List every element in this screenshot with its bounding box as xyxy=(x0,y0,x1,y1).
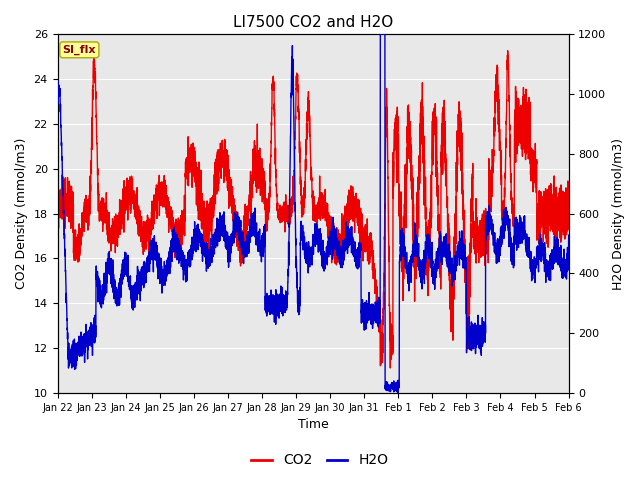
X-axis label: Time: Time xyxy=(298,419,328,432)
Y-axis label: CO2 Density (mmol/m3): CO2 Density (mmol/m3) xyxy=(15,138,28,289)
Text: SI_flx: SI_flx xyxy=(63,45,96,55)
Legend: CO2, H2O: CO2, H2O xyxy=(246,448,394,473)
Y-axis label: H2O Density (mmol/m3): H2O Density (mmol/m3) xyxy=(612,138,625,289)
Title: LI7500 CO2 and H2O: LI7500 CO2 and H2O xyxy=(233,15,393,30)
